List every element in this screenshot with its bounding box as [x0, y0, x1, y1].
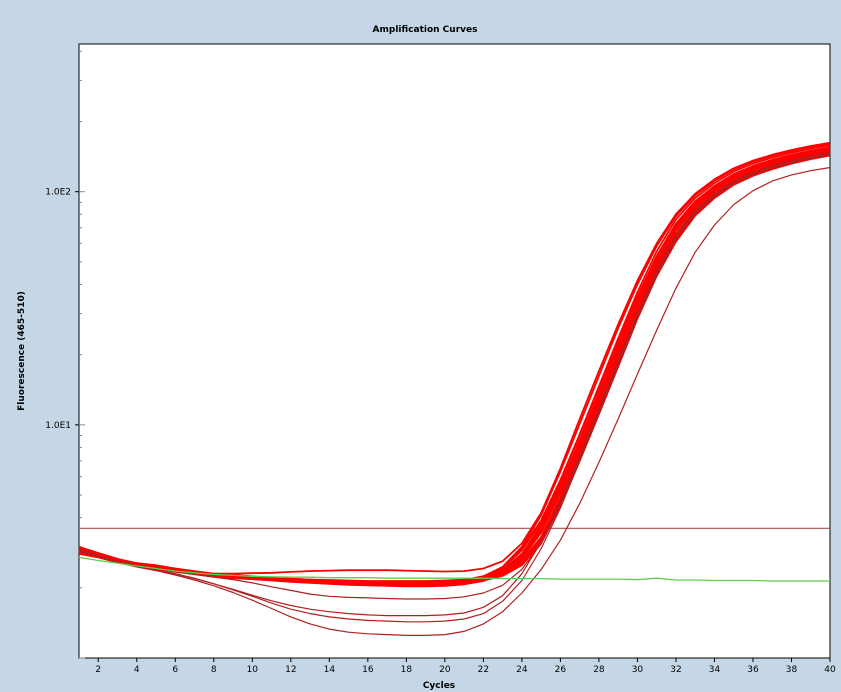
- x-tick-label: 36: [747, 665, 759, 675]
- amplification-series-21: [78, 152, 831, 617]
- x-tick-label: 4: [134, 665, 140, 675]
- y-tick-label: 1.0E2: [45, 188, 71, 198]
- y-tick-label: 1.0E1: [45, 421, 71, 431]
- x-tick-label: 20: [439, 665, 451, 675]
- x-tick-label: 28: [593, 665, 605, 675]
- y-axis-title: Fluorescence (465-510): [17, 291, 27, 411]
- x-tick-label: 24: [516, 665, 528, 675]
- x-axis-ticks: 2 4 6 8 10 12 14 16 18 20 22 24 26 28 30 32 34 36 38 40: [95, 658, 836, 675]
- x-tick-label: 18: [401, 665, 413, 675]
- x-tick-label: 12: [285, 665, 296, 675]
- x-tick-label: 40: [824, 665, 836, 675]
- x-axis-title: Cycles: [423, 681, 455, 691]
- x-tick-label: 38: [786, 665, 798, 675]
- y-minor-ticks: [79, 50, 85, 659]
- x-tick-label: 32: [670, 665, 681, 675]
- x-tick-label: 26: [555, 665, 567, 675]
- amplification-series-19: [78, 152, 831, 600]
- x-tick-label: 8: [211, 665, 217, 675]
- x-tick-label: 16: [362, 665, 374, 675]
- amplification-series-22: [78, 166, 831, 637]
- x-tick-label: 34: [709, 665, 721, 675]
- x-tick-label: 10: [247, 665, 259, 675]
- x-tick-label: 22: [478, 665, 489, 675]
- y-axis-ticks: 1.0E1 1.0E2: [45, 188, 79, 431]
- x-tick-label: 6: [172, 665, 178, 675]
- negative-control-group: [78, 556, 830, 582]
- x-tick-label: 30: [632, 665, 644, 675]
- plot-area: [78, 43, 831, 659]
- x-tick-label: 2: [95, 665, 101, 675]
- negative-control-series: [78, 556, 830, 582]
- x-tick-label: 14: [324, 665, 336, 675]
- chart-title: Amplification Curves: [373, 25, 478, 35]
